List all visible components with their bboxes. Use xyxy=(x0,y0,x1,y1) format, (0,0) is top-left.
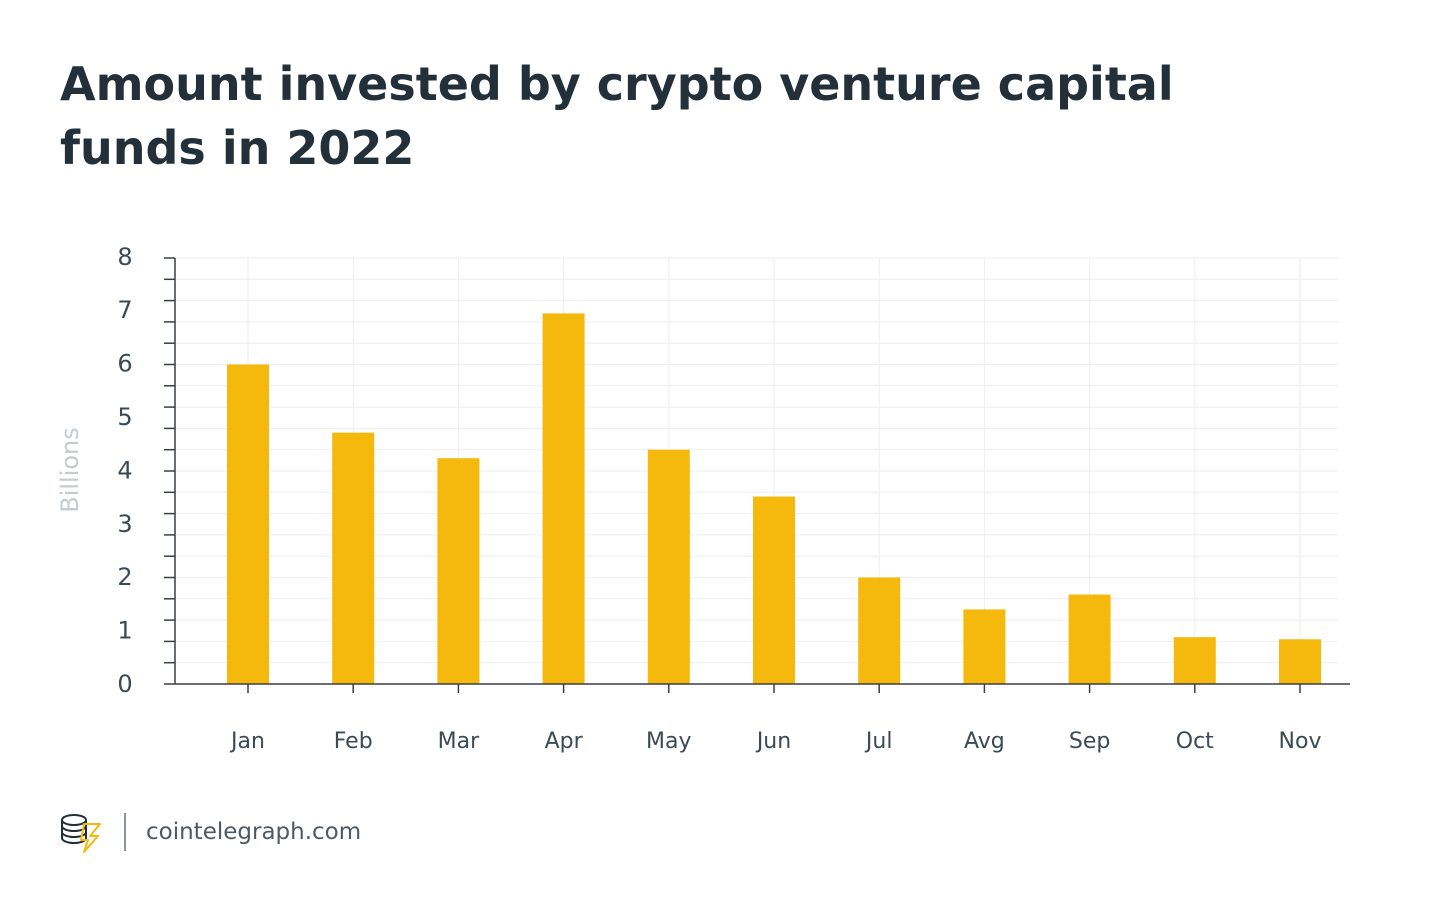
bar-avg xyxy=(963,609,1006,684)
bar-oct xyxy=(1173,637,1216,684)
cointelegraph-logo-icon xyxy=(61,814,101,853)
bar-sep xyxy=(1068,594,1111,684)
y-tick-label: 6 xyxy=(117,350,132,378)
footer: cointelegraph.com xyxy=(60,810,361,854)
y-tick-label: 1 xyxy=(117,617,132,645)
bar-jul xyxy=(858,577,901,684)
bar-feb xyxy=(332,432,375,684)
bar-mar xyxy=(437,458,480,684)
x-tick-label: Oct xyxy=(1176,729,1214,754)
bar-may xyxy=(647,449,690,684)
x-tick-label: Jan xyxy=(229,729,265,754)
y-tick-label: 2 xyxy=(117,563,132,591)
y-tick-label: 4 xyxy=(117,456,132,484)
bar-apr xyxy=(542,313,585,684)
x-tick-label: Mar xyxy=(438,729,480,754)
x-tick-label: Nov xyxy=(1279,729,1322,754)
bars xyxy=(227,313,1321,684)
footer-site-link[interactable]: cointelegraph.com xyxy=(146,819,362,845)
x-tick-label: Apr xyxy=(545,729,584,754)
y-tick-label: 5 xyxy=(117,403,132,431)
bar-jan xyxy=(227,364,269,684)
x-tick-label: Jun xyxy=(755,729,791,754)
x-tick-label: Feb xyxy=(334,729,373,754)
x-tick-label: Jul xyxy=(864,729,893,754)
y-tick-label: 8 xyxy=(117,243,132,271)
y-tick-label: 0 xyxy=(117,670,132,698)
y-tick-label: 7 xyxy=(117,296,132,324)
bar-jun xyxy=(753,496,795,684)
footer-divider xyxy=(124,813,126,851)
y-axis-label: Billions xyxy=(56,427,84,513)
x-tick-label: Sep xyxy=(1069,729,1110,754)
y-tick-label: 3 xyxy=(117,510,132,538)
x-tick-labels: Jan Feb Mar Apr May Jun Jul Avg Sep Oct Nov xyxy=(229,729,1321,754)
x-tick-label: May xyxy=(646,729,691,754)
axes xyxy=(164,257,1350,693)
chart-title: Amount invested by crypto venture capita… xyxy=(60,57,1174,175)
bar-nov xyxy=(1279,639,1321,684)
x-tick-label: Avg xyxy=(964,729,1005,754)
y-tick-labels: 0 1 2 3 4 5 6 7 8 xyxy=(117,243,132,698)
